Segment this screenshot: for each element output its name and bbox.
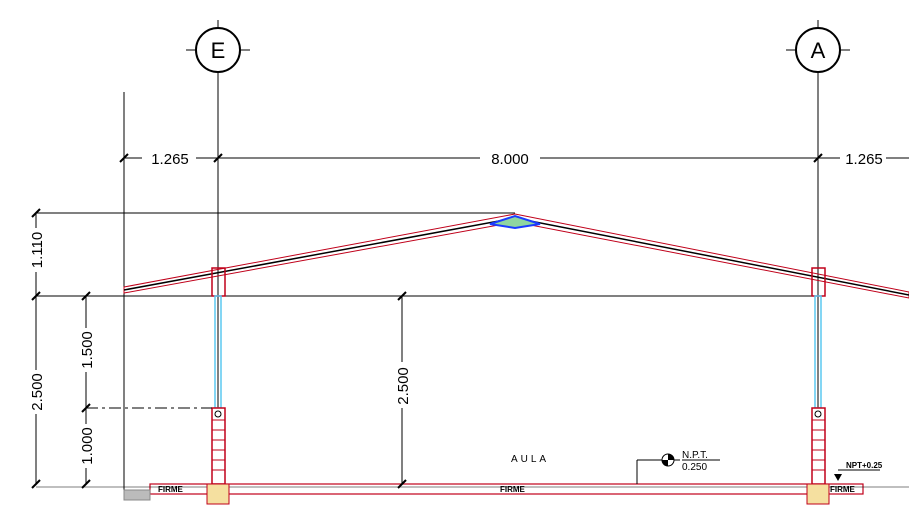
npt-value: 0.250 [682,462,707,473]
interior-dimension: 2.500 [394,291,412,489]
npt-marker: N.P.T. 0.250 [636,450,720,484]
top-dimension: 1.265 8.000 1.265 [119,151,909,168]
axis-label-a: A [811,38,826,63]
npt-right-label: NPT+0.25 [846,461,883,470]
dim-left-overhang: 1.265 [151,151,189,168]
npt-right-marker: NPT+0.25 [834,461,883,481]
roof [123,213,909,299]
dim-roof-height: 1.110 [29,232,46,268]
room-label: AULA [511,454,549,465]
left-dimensions: 1.110 2.500 1.500 1.000 [28,208,212,489]
npt-title: N.P.T. [682,450,708,461]
dim-window-height: 1.500 [79,331,96,369]
wall-left [211,407,226,485]
floor-label-center: FIRME [500,485,526,494]
axis-label-e: E [211,38,226,63]
dim-span: 8.000 [491,151,529,168]
dim-interior-height: 2.500 [395,367,412,405]
wall-right [811,407,826,485]
dim-sill-height: 1.000 [79,427,96,465]
dim-right-overhang: 1.265 [845,151,883,168]
dim-total-height: 2.500 [29,373,46,411]
axis-bubble-a: A [786,20,850,490]
floor-label-left: FIRME [158,485,184,494]
floor-label-right: FIRME [830,485,856,494]
floor-slab: FIRME FIRME FIRME [36,483,909,505]
